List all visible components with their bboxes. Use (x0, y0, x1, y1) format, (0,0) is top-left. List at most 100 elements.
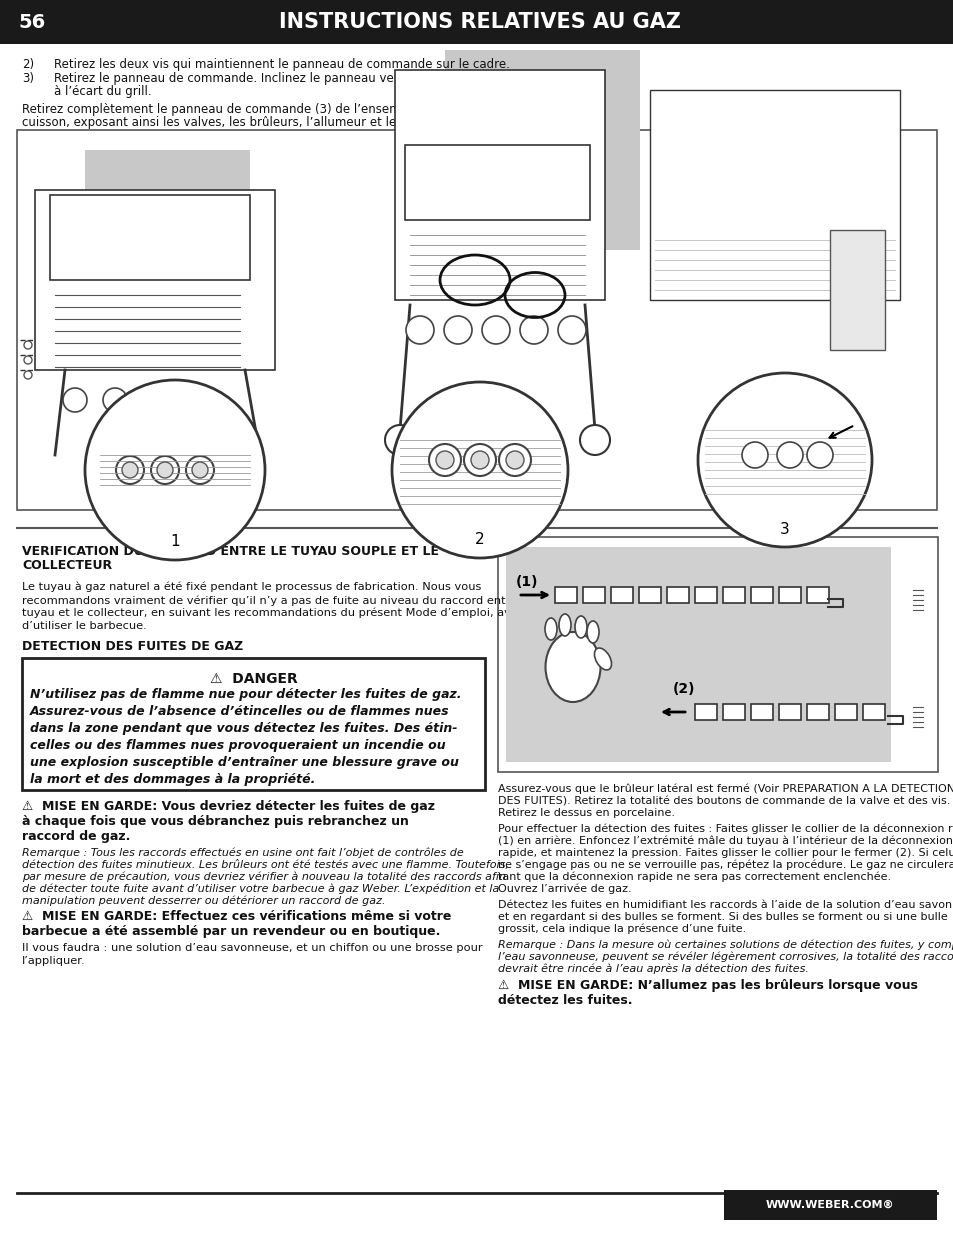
Text: Il vous faudra : une solution d’eau savonneuse, et un chiffon ou une brosse pour: Il vous faudra : une solution d’eau savo… (22, 944, 482, 953)
Text: détection des fuites minutieux. Les brûleurs ont été testés avec une flamme. Tou: détection des fuites minutieux. Les brûl… (22, 860, 508, 869)
Text: l’appliquer.: l’appliquer. (22, 956, 86, 966)
Text: Ouvrez l’arrivée de gaz.: Ouvrez l’arrivée de gaz. (497, 884, 631, 894)
Text: raccord de gaz.: raccord de gaz. (22, 830, 131, 844)
Text: de détecter toute fuite avant d’utiliser votre barbecue à gaz Weber. L’expéditio: de détecter toute fuite avant d’utiliser… (22, 884, 498, 894)
Text: la mort et des dommages à la propriété.: la mort et des dommages à la propriété. (30, 773, 315, 785)
Text: VERIFICATION DU RACCORD ENTRE LE TUYAU SOUPLE ET LE: VERIFICATION DU RACCORD ENTRE LE TUYAU S… (22, 545, 438, 558)
Ellipse shape (544, 618, 557, 640)
Ellipse shape (586, 621, 598, 643)
Text: DES FUITES). Retirez la totalité des boutons de commande de la valve et des vis.: DES FUITES). Retirez la totalité des bou… (497, 797, 949, 806)
Text: Le tuyau à gaz naturel a été fixé pendant le processus de fabrication. Nous vous: Le tuyau à gaz naturel a été fixé pendan… (22, 582, 481, 593)
Circle shape (579, 425, 609, 454)
Bar (750, 587, 772, 603)
Text: grossit, cela indique la présence d’une fuite.: grossit, cela indique la présence d’une … (497, 924, 745, 935)
Circle shape (471, 451, 489, 469)
Text: Pour effectuer la détection des fuites : Faites glisser le collier de la déconne: Pour effectuer la détection des fuites :… (497, 824, 953, 835)
Circle shape (385, 425, 415, 454)
Circle shape (103, 388, 127, 412)
Text: l’eau savonneuse, peuvent se révéler légèrement corrosives, la totalité des racc: l’eau savonneuse, peuvent se révéler lég… (497, 951, 953, 962)
Circle shape (85, 380, 265, 559)
Bar (555, 587, 577, 603)
Text: et en regardant si des bulles se forment. Si des bulles se forment ou si une bul: et en regardant si des bulles se forment… (497, 911, 946, 923)
Circle shape (741, 442, 767, 468)
Bar (779, 704, 801, 720)
Bar (35, 190, 274, 370)
Bar (649, 90, 899, 300)
Text: rapide, et maintenez la pression. Faites glisser le collier pour le fermer (2). : rapide, et maintenez la pression. Faites… (497, 848, 953, 858)
Text: barbecue a été assemblé par un revendeur ou en boutique.: barbecue a été assemblé par un revendeur… (22, 925, 440, 939)
Circle shape (505, 451, 523, 469)
Bar (722, 704, 744, 720)
Text: Remarque : Tous les raccords effectués en usine ont fait l’objet de contrôles de: Remarque : Tous les raccords effectués e… (22, 848, 463, 858)
Circle shape (443, 316, 472, 345)
Bar (806, 704, 828, 720)
Bar (695, 587, 717, 603)
Text: (2): (2) (672, 682, 695, 697)
Text: ne s’engage pas ou ne se verrouille pas, répétez la procédure. Le gaz ne circule: ne s’engage pas ou ne se verrouille pas,… (497, 860, 953, 871)
Text: manipulation peuvent desserrer ou détériorer un raccord de gaz.: manipulation peuvent desserrer ou détéri… (22, 897, 385, 906)
Bar (505, 547, 890, 762)
Bar (85, 149, 250, 270)
Text: recommandons vraiment de vérifier qu’il n’y a pas de fuite au niveau du raccord : recommandons vraiment de vérifier qu’il … (22, 595, 531, 605)
Text: détectez les fuites.: détectez les fuites. (497, 994, 632, 1007)
Text: DETECTION DES FUITES DE GAZ: DETECTION DES FUITES DE GAZ (22, 640, 243, 653)
Bar (444, 49, 639, 249)
Bar (610, 587, 633, 603)
Circle shape (519, 316, 547, 345)
Text: Retirez les deux vis qui maintiennent le panneau de commande sur le cadre.: Retirez les deux vis qui maintiennent le… (54, 58, 509, 70)
Circle shape (157, 462, 172, 478)
Circle shape (698, 373, 871, 547)
Circle shape (481, 316, 510, 345)
Circle shape (116, 456, 144, 484)
Text: à chaque fois que vous débranchez puis rebranchez un: à chaque fois que vous débranchez puis r… (22, 815, 409, 827)
Text: Retirez le dessus en porcelaine.: Retirez le dessus en porcelaine. (497, 808, 675, 818)
Bar (395, 70, 604, 300)
Bar (695, 704, 717, 720)
Bar (723, 1191, 936, 1220)
Text: INSTRUCTIONS RELATIVES AU GAZ: INSTRUCTIONS RELATIVES AU GAZ (278, 12, 680, 32)
Circle shape (186, 456, 213, 484)
Bar (779, 587, 801, 603)
Text: (1) en arrière. Enfoncez l’extrémité mâle du tuyau à l’intérieur de la déconnexi: (1) en arrière. Enfoncez l’extrémité mâl… (497, 836, 952, 846)
Bar (639, 587, 660, 603)
Text: 2): 2) (22, 58, 34, 70)
Circle shape (122, 462, 138, 478)
Circle shape (183, 388, 207, 412)
Bar (722, 587, 744, 603)
Ellipse shape (594, 648, 611, 669)
Circle shape (24, 341, 32, 350)
Ellipse shape (558, 614, 571, 636)
Bar (582, 587, 604, 603)
Text: Assurez-vous que le brûleur latéral est fermé (Voir PREPARATION A LA DETECTION: Assurez-vous que le brûleur latéral est … (497, 784, 953, 794)
Text: ⚠  DANGER: ⚠ DANGER (210, 672, 297, 685)
Circle shape (436, 451, 454, 469)
Text: dans la zone pendant que vous détectez les fuites. Des étin-: dans la zone pendant que vous détectez l… (30, 722, 457, 735)
Text: Assurez-vous de l’absence d’étincelles ou de flammes nues: Assurez-vous de l’absence d’étincelles o… (30, 705, 449, 718)
Circle shape (558, 316, 585, 345)
Text: tuyau et le collecteur, en suivant les recommandations du présent Mode d’emploi,: tuyau et le collecteur, en suivant les r… (22, 608, 529, 619)
Text: ⚠  MISE EN GARDE: N’allumez pas les brûleurs lorsque vous: ⚠ MISE EN GARDE: N’allumez pas les brûle… (497, 979, 917, 992)
Bar (862, 704, 884, 720)
Circle shape (463, 445, 496, 475)
Text: Retirez le panneau de commande. Inclinez le panneau vers l’avant et soulevez-le: Retirez le panneau de commande. Inclinez… (54, 72, 536, 85)
Circle shape (151, 456, 179, 484)
Bar (0, 0, 953, 44)
Ellipse shape (575, 616, 586, 638)
Text: d’utiliser le barbecue.: d’utiliser le barbecue. (22, 621, 147, 631)
Text: tant que la déconnexion rapide ne sera pas correctement enclenchée.: tant que la déconnexion rapide ne sera p… (497, 872, 890, 883)
Text: N’utilisez pas de flamme nue pour détecter les fuites de gaz.: N’utilisez pas de flamme nue pour détect… (30, 688, 461, 701)
Bar (17, 130, 936, 510)
Text: cuisson, exposant ainsi les valves, les brûleurs, l’allumeur et le collecteur.: cuisson, exposant ainsi les valves, les … (22, 116, 460, 128)
Circle shape (24, 356, 32, 364)
Circle shape (192, 462, 208, 478)
Text: devrait être rincée à l’eau après la détection des fuites.: devrait être rincée à l’eau après la dét… (497, 963, 808, 973)
Bar (829, 230, 884, 350)
Bar (22, 658, 484, 790)
Text: à l’écart du grill.: à l’écart du grill. (54, 85, 152, 98)
Circle shape (24, 370, 32, 379)
Text: Remarque : Dans la mesure où certaines solutions de détection des fuites, y comp: Remarque : Dans la mesure où certaines s… (497, 939, 953, 950)
Text: 3: 3 (780, 521, 789, 536)
Text: ⚠  MISE EN GARDE: Effectuez ces vérifications même si votre: ⚠ MISE EN GARDE: Effectuez ces vérificat… (22, 910, 451, 923)
Text: 1: 1 (170, 535, 179, 550)
Bar (806, 587, 828, 603)
